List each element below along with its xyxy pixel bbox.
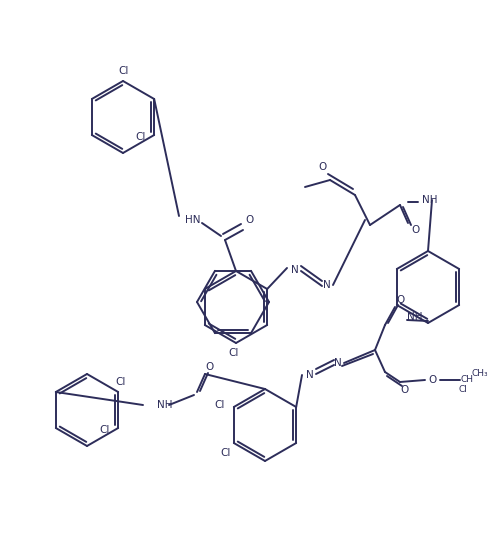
Text: Cl: Cl	[135, 132, 145, 142]
Text: O: O	[412, 225, 420, 235]
Text: CH: CH	[461, 376, 473, 385]
Text: O: O	[246, 215, 254, 225]
Text: N: N	[334, 358, 342, 368]
Text: O: O	[206, 362, 214, 372]
Text: Cl: Cl	[229, 348, 239, 358]
Text: CH₃: CH₃	[472, 370, 488, 378]
Text: Cl: Cl	[99, 425, 109, 435]
Text: N: N	[306, 370, 314, 380]
Text: Cl: Cl	[215, 400, 225, 410]
Text: HN: HN	[185, 215, 201, 225]
Text: NH: NH	[157, 400, 172, 410]
Text: N: N	[291, 265, 299, 275]
Text: O: O	[401, 385, 409, 395]
Text: Cl: Cl	[221, 448, 231, 458]
Text: Cl: Cl	[459, 386, 467, 394]
Text: NH: NH	[407, 312, 422, 322]
Text: O: O	[429, 375, 437, 385]
Text: N: N	[323, 280, 331, 290]
Text: O: O	[397, 295, 405, 305]
Text: NH: NH	[422, 195, 437, 205]
Text: Cl: Cl	[119, 66, 129, 76]
Text: Cl: Cl	[115, 377, 125, 387]
Text: O: O	[319, 162, 327, 172]
